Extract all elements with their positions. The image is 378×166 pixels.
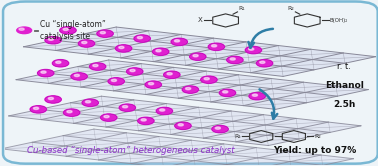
Circle shape bbox=[82, 41, 87, 44]
Circle shape bbox=[127, 68, 143, 75]
Circle shape bbox=[245, 46, 262, 54]
Circle shape bbox=[212, 45, 217, 47]
Circle shape bbox=[90, 63, 106, 70]
Circle shape bbox=[223, 91, 228, 93]
Circle shape bbox=[71, 73, 87, 80]
Text: Cu “single-atom”
catalysis site: Cu “single-atom” catalysis site bbox=[40, 20, 106, 41]
Circle shape bbox=[119, 46, 124, 49]
Text: r. t.: r. t. bbox=[338, 62, 351, 71]
Circle shape bbox=[260, 61, 265, 63]
Circle shape bbox=[167, 73, 172, 75]
Circle shape bbox=[82, 99, 98, 106]
Circle shape bbox=[60, 27, 76, 34]
Circle shape bbox=[156, 107, 173, 115]
Text: Ethanol: Ethanol bbox=[325, 81, 364, 90]
Circle shape bbox=[175, 122, 191, 129]
Circle shape bbox=[37, 70, 54, 77]
Circle shape bbox=[249, 93, 265, 100]
Circle shape bbox=[119, 104, 135, 111]
Circle shape bbox=[34, 107, 39, 110]
Polygon shape bbox=[16, 60, 369, 109]
Circle shape bbox=[249, 48, 254, 50]
Circle shape bbox=[122, 106, 128, 108]
Text: R₂: R₂ bbox=[314, 134, 321, 139]
Circle shape bbox=[138, 117, 154, 124]
Circle shape bbox=[48, 38, 54, 40]
Circle shape bbox=[134, 35, 150, 42]
Circle shape bbox=[41, 71, 46, 73]
Circle shape bbox=[164, 71, 180, 78]
Circle shape bbox=[193, 54, 198, 57]
Circle shape bbox=[219, 89, 235, 96]
Circle shape bbox=[56, 61, 61, 63]
Circle shape bbox=[186, 87, 191, 90]
Circle shape bbox=[108, 78, 124, 85]
Text: Cu-based “single-atom” heterogeneous catalyst: Cu-based “single-atom” heterogeneous cat… bbox=[27, 146, 235, 155]
Circle shape bbox=[171, 38, 187, 45]
Circle shape bbox=[141, 119, 146, 121]
Circle shape bbox=[215, 127, 220, 129]
Circle shape bbox=[93, 64, 98, 67]
Circle shape bbox=[153, 48, 169, 55]
Circle shape bbox=[53, 60, 69, 67]
Circle shape bbox=[130, 69, 135, 72]
Circle shape bbox=[78, 40, 94, 47]
Bar bbox=[34, 30, 37, 31]
Circle shape bbox=[178, 124, 183, 126]
Circle shape bbox=[156, 50, 161, 52]
Circle shape bbox=[101, 114, 117, 121]
Circle shape bbox=[182, 86, 198, 93]
Circle shape bbox=[17, 27, 32, 34]
Circle shape bbox=[97, 30, 113, 37]
Circle shape bbox=[85, 101, 91, 103]
Text: X: X bbox=[197, 17, 202, 23]
Circle shape bbox=[112, 79, 116, 82]
Circle shape bbox=[100, 32, 105, 34]
Polygon shape bbox=[1, 129, 353, 166]
Circle shape bbox=[256, 60, 273, 67]
Circle shape bbox=[45, 96, 61, 103]
Polygon shape bbox=[23, 27, 376, 76]
Text: R₁: R₁ bbox=[234, 134, 241, 139]
Circle shape bbox=[160, 109, 165, 111]
Circle shape bbox=[74, 74, 79, 77]
Circle shape bbox=[30, 106, 46, 113]
Circle shape bbox=[64, 109, 80, 116]
FancyArrowPatch shape bbox=[260, 89, 277, 119]
Circle shape bbox=[174, 40, 180, 42]
Text: 2.5h: 2.5h bbox=[333, 100, 355, 109]
Text: Yield: up to 97%: Yield: up to 97% bbox=[273, 146, 356, 155]
Circle shape bbox=[230, 58, 235, 60]
Circle shape bbox=[212, 125, 228, 133]
FancyArrowPatch shape bbox=[248, 29, 273, 48]
Circle shape bbox=[145, 81, 161, 88]
Circle shape bbox=[137, 36, 143, 39]
Circle shape bbox=[19, 28, 24, 30]
FancyBboxPatch shape bbox=[3, 1, 378, 164]
Circle shape bbox=[45, 37, 61, 44]
Circle shape bbox=[227, 56, 243, 64]
Text: R₂: R₂ bbox=[288, 6, 294, 11]
Circle shape bbox=[104, 115, 109, 118]
Circle shape bbox=[115, 45, 132, 52]
Circle shape bbox=[253, 94, 257, 96]
Circle shape bbox=[190, 53, 206, 60]
Text: B(OH)₂: B(OH)₂ bbox=[330, 18, 348, 23]
Circle shape bbox=[63, 28, 68, 31]
Polygon shape bbox=[9, 96, 361, 146]
Circle shape bbox=[48, 97, 54, 100]
Circle shape bbox=[208, 43, 225, 50]
Circle shape bbox=[67, 111, 72, 113]
Text: R₁: R₁ bbox=[238, 6, 245, 11]
Circle shape bbox=[149, 83, 153, 85]
Circle shape bbox=[201, 76, 217, 83]
Circle shape bbox=[204, 78, 209, 80]
